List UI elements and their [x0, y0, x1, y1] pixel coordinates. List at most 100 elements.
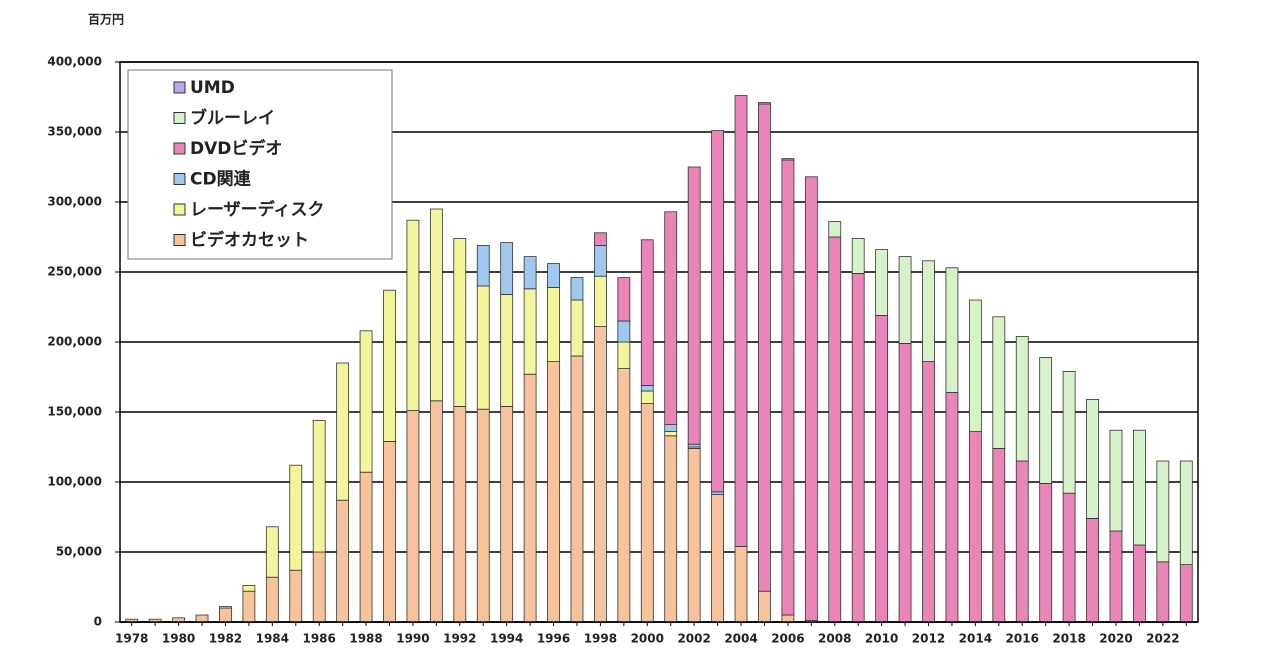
bar-segment [500, 242, 514, 295]
bar-segment [242, 585, 256, 592]
bar-segment [992, 316, 1006, 449]
x-tick-label: 1986 [302, 632, 335, 646]
bar-segment [617, 368, 631, 623]
bar-segment [1133, 429, 1146, 546]
bar-segment [570, 299, 584, 357]
bar-segment [922, 361, 935, 623]
bar-segment [781, 614, 795, 623]
bar-segment [875, 314, 889, 623]
bar-segment [219, 607, 232, 623]
x-tick-label: 2020 [1099, 632, 1132, 646]
bar-segment [1179, 564, 1193, 623]
bar-segment [758, 590, 771, 623]
bar-segment [570, 355, 584, 623]
bar-segment [875, 249, 889, 316]
bar-segment [617, 341, 631, 370]
x-tick-label: 1984 [256, 632, 289, 646]
x-tick-label: 2022 [1146, 632, 1179, 646]
bar-segment [1109, 530, 1123, 623]
bar-segment [664, 211, 678, 426]
x-tick-label: 2012 [912, 632, 945, 646]
y-tick-label: 0 [94, 615, 102, 629]
legend-swatch [173, 81, 186, 94]
bar-segment [828, 236, 842, 623]
y-axis-label: 百万円 [88, 13, 124, 27]
bar-segment [617, 277, 631, 322]
legend-swatch [173, 173, 186, 185]
x-tick-label: 2000 [631, 632, 664, 646]
bar-segment [851, 237, 865, 274]
x-tick-label: 2014 [959, 632, 992, 646]
bar-segment [406, 219, 420, 411]
bar-segment [1062, 492, 1076, 623]
bar-segment [476, 285, 490, 410]
bar-segment [711, 494, 724, 623]
x-tick-label: 2006 [771, 632, 804, 646]
bar-segment [1133, 544, 1146, 623]
bar-segment [1086, 518, 1099, 623]
x-tick-label: 1998 [584, 632, 617, 646]
bar-segment [804, 176, 818, 621]
bar-segment [687, 166, 701, 445]
bar-segment [968, 299, 982, 433]
bar-segment [594, 244, 607, 277]
bar-segment [734, 95, 748, 547]
x-tick-label: 2004 [724, 632, 757, 646]
bar-segment [992, 447, 1006, 623]
legend-label: ビデオカセット [190, 230, 309, 251]
bar-segment [1039, 356, 1053, 484]
x-tick-label: 1996 [537, 632, 570, 646]
x-tick-label: 2002 [677, 632, 710, 646]
x-tick-label: 2018 [1052, 632, 1085, 646]
bar-segment [1179, 460, 1193, 565]
x-tick-label: 1988 [349, 632, 382, 646]
bar-segment [1156, 460, 1170, 563]
bar-segment [945, 391, 959, 623]
y-tick-label: 200,000 [47, 335, 102, 349]
bar-segment [289, 569, 303, 623]
legend-label: DVDビデオ [190, 138, 282, 159]
y-tick-label: 250,000 [47, 265, 102, 279]
y-tick-label: 300,000 [47, 195, 102, 209]
x-tick-label: 2016 [1006, 632, 1039, 646]
bar-segment [664, 431, 678, 437]
legend-label: レーザーディスク [190, 199, 324, 220]
bar-segment [523, 373, 537, 623]
bar-segment [195, 614, 209, 623]
bar-segment [1062, 370, 1076, 494]
bar-segment [1039, 482, 1053, 623]
bar-segment [594, 275, 607, 328]
bar-segment [851, 272, 865, 623]
bar-segment [242, 590, 256, 623]
bar-segment [1109, 429, 1123, 532]
x-tick-label: 1978 [115, 632, 148, 646]
bar-segment [640, 390, 654, 405]
x-tick-label: 1982 [209, 632, 242, 646]
bar-segment [968, 431, 982, 623]
bar-segment [594, 326, 607, 623]
bar-segment [429, 208, 443, 402]
bar-segment [547, 361, 560, 623]
bar-segment [383, 289, 396, 442]
bar-segment [336, 499, 350, 623]
bar-segment [289, 464, 303, 571]
bar-segment [664, 424, 678, 433]
bar-segment [523, 288, 537, 375]
bar-segment [1156, 561, 1170, 623]
legend-box [127, 69, 393, 260]
y-tick-label: 350,000 [47, 125, 102, 139]
bar-segment [781, 158, 795, 161]
bar-segment [219, 606, 232, 609]
bar-segment [429, 400, 443, 623]
bar-segment [687, 443, 701, 448]
bar-segment [547, 286, 560, 362]
bar-segment [476, 244, 490, 287]
bar-segment [570, 277, 584, 301]
y-tick-label: 100,000 [47, 475, 102, 489]
legend-label: UMD [190, 78, 235, 98]
x-tick-label: 2008 [818, 632, 851, 646]
bar-segment [1015, 460, 1029, 623]
bar-segment [617, 320, 631, 343]
legend-swatch [173, 112, 186, 124]
